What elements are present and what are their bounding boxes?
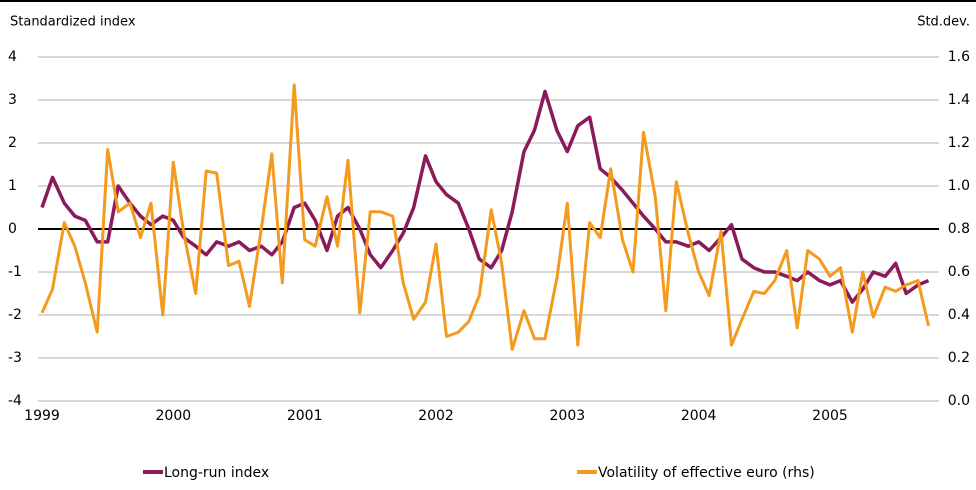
legend-label: Volatility of effective euro (rhs) [598,465,815,481]
y-axis-label: Standardized index [10,15,136,30]
y-tick-label: 2 [8,135,17,151]
y-tick-label: -1 [8,264,22,280]
y-tick-label: 0 [8,221,17,237]
y-tick-label: 1 [8,178,17,194]
y2-tick-label: 0.2 [948,350,970,366]
x-tick-label: 1999 [24,408,60,424]
y2-tick-label: 0.4 [948,307,970,323]
y-tick-label: -3 [8,350,22,366]
x-tick-label: 2005 [812,408,848,424]
x-tick-label: 2003 [550,408,586,424]
line-series [40,89,930,304]
y2-tick-label: 1.0 [948,178,970,194]
y2-tick-label: 1.6 [948,49,970,65]
y-tick-label: -4 [8,393,22,409]
y2-tick-label: 0.8 [948,221,970,237]
x-tick-label: 2000 [156,408,192,424]
x-tick-label: 2002 [418,408,454,424]
y2-tick-label: 1.2 [948,135,970,151]
x-tick-label: 2001 [287,408,323,424]
legend-label: Long-run index [164,465,269,481]
y2-tick-label: 0.0 [948,393,970,409]
line-series [40,83,930,351]
x-tick-label: 2004 [681,408,717,424]
y-tick-label: 4 [8,49,17,65]
y2-tick-label: 1.4 [948,92,970,108]
y-tick-label: -2 [8,307,22,323]
y2-tick-label: 0.6 [948,264,970,280]
y-tick-label: 3 [8,92,17,108]
y2-axis-label: Std.dev. [917,15,970,30]
